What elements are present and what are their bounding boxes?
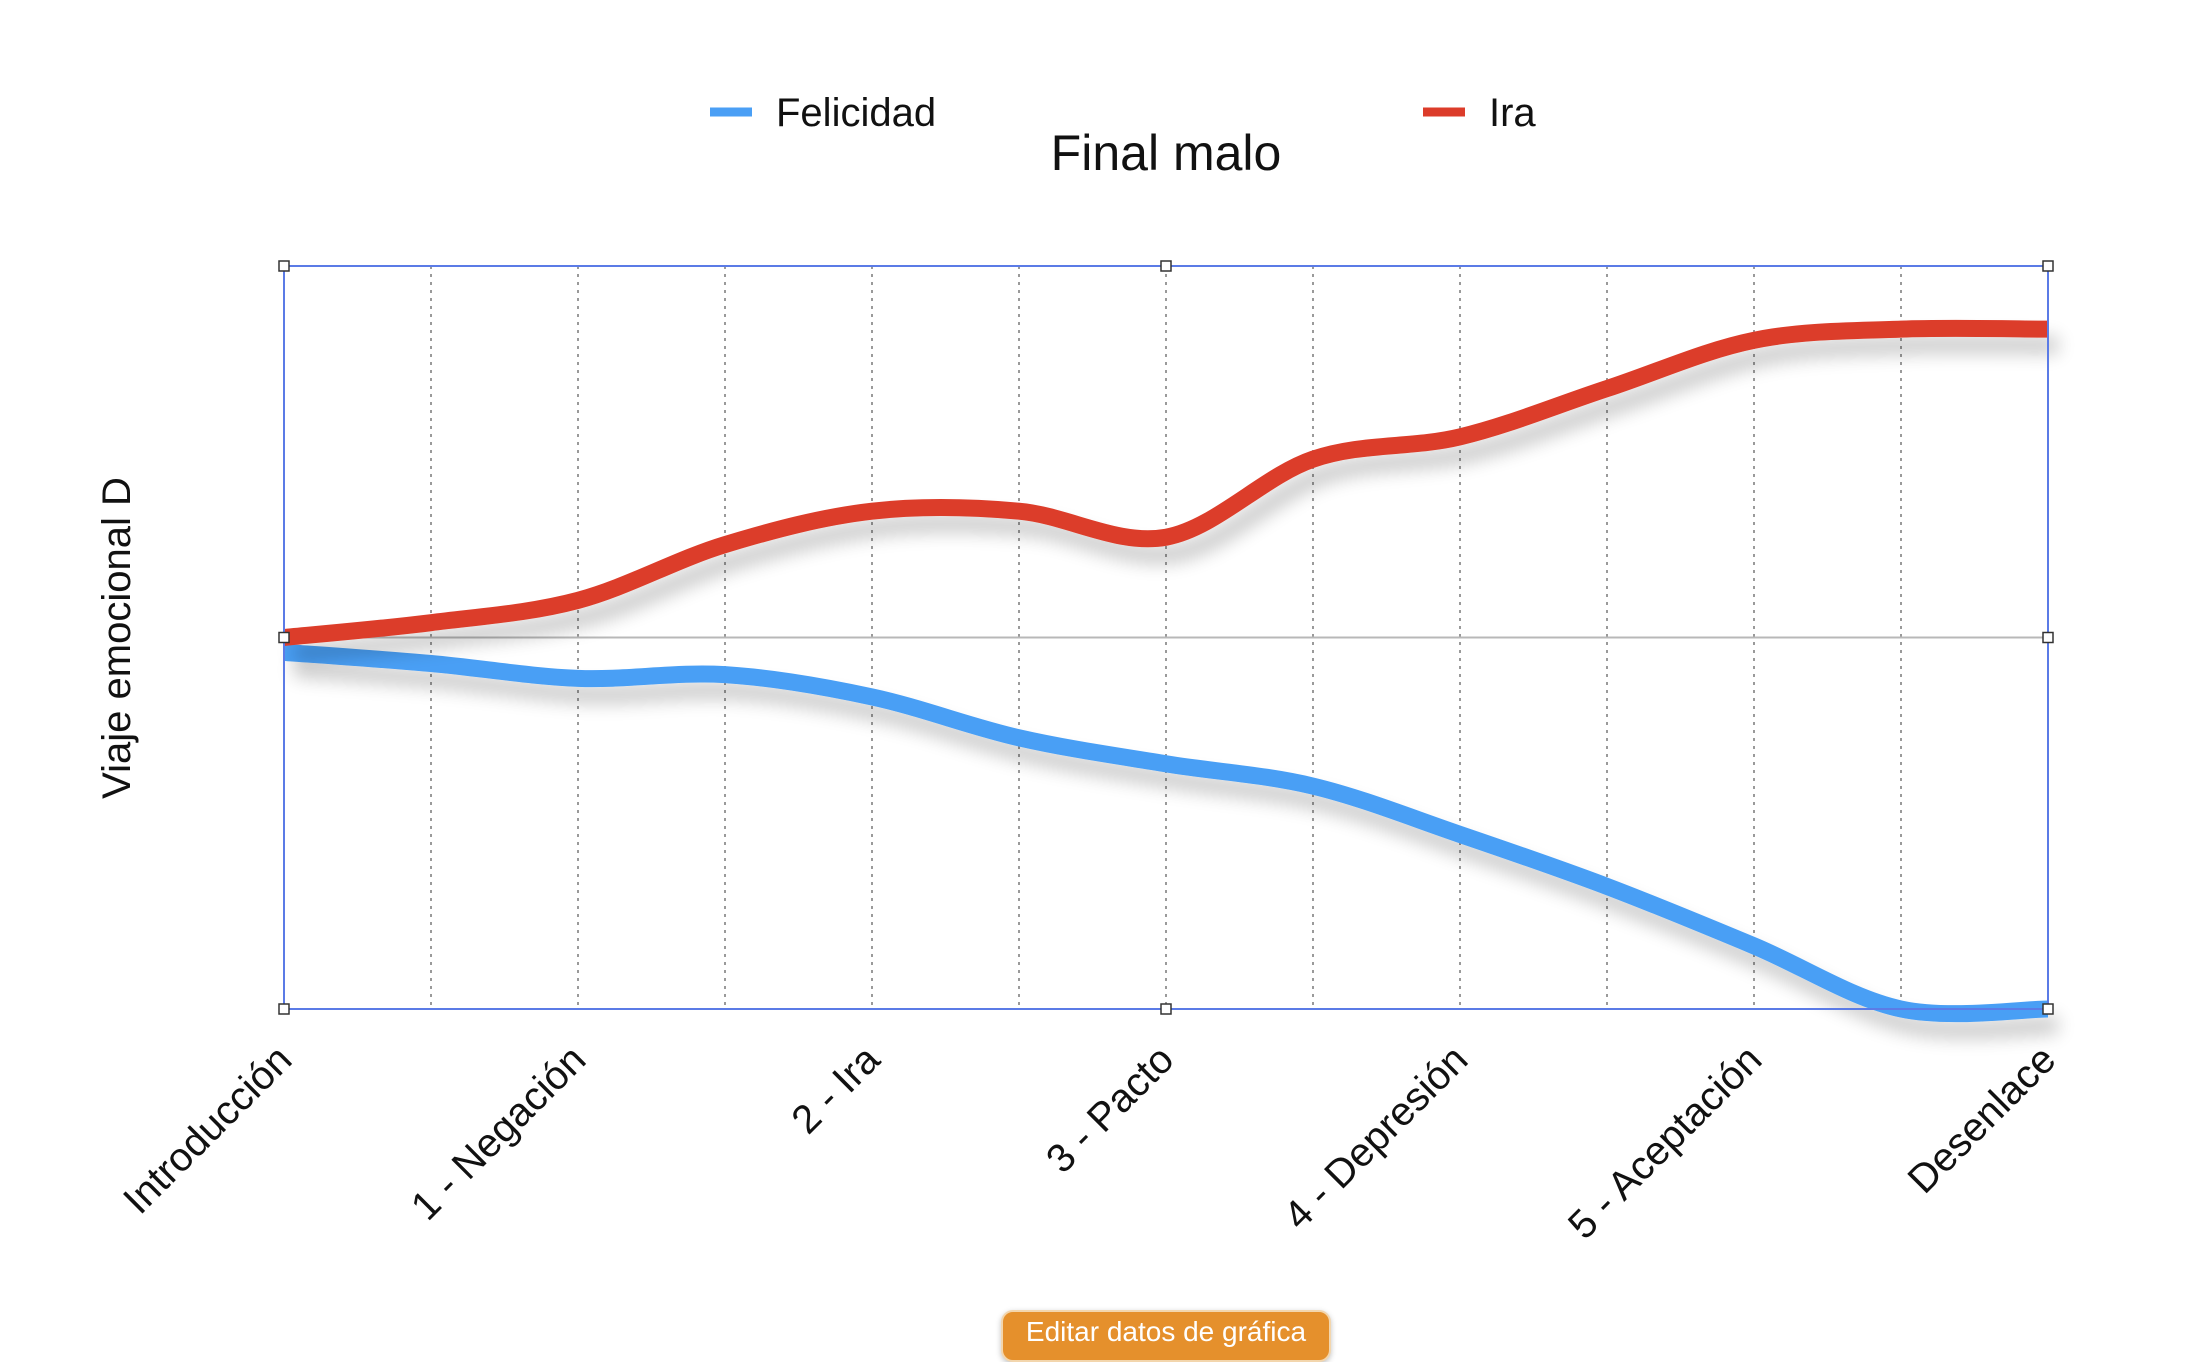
resize-handle[interactable] (2042, 631, 2054, 644)
resize-handle[interactable] (2042, 1003, 2054, 1015)
resize-handle[interactable] (278, 1003, 290, 1015)
selection-layer (278, 260, 2054, 1015)
resize-handle[interactable] (1160, 1003, 1172, 1015)
legend-label: Ira (1489, 91, 1536, 135)
x-tick-label: 3 - Pacto (1038, 1037, 1182, 1181)
legend-label: Felicidad (776, 91, 936, 135)
x-tick-label: 5 - Aceptación (1560, 1037, 1770, 1247)
legend: Felicidad Ira (710, 91, 1536, 135)
resize-handle[interactable] (278, 631, 290, 644)
line-chart[interactable]: Introducción 1 - Negación 2 - Ira 3 - Pacto… (0, 0, 2198, 1330)
resize-handle[interactable] (278, 260, 290, 272)
x-tick-label: 1 - Negación (403, 1037, 594, 1228)
resize-handle[interactable] (1160, 260, 1172, 272)
x-tick-labels: Introducción 1 - Negación 2 - Ira 3 - Pacto… (115, 1037, 2064, 1248)
x-tick-label: 2 - Ira (783, 1037, 889, 1143)
series-line-ira[interactable] (283, 319, 2049, 646)
x-tick-label: Introducción (115, 1037, 300, 1222)
resize-handle[interactable] (2042, 260, 2054, 272)
chart-title: Final malo (1051, 125, 1282, 181)
edit-chart-data-button[interactable]: Editar datos de gráfica (1001, 1310, 1331, 1362)
x-tick-label: Desenlace (1900, 1037, 2065, 1202)
y-axis-title: Viaje emocional D (95, 477, 139, 799)
series-line-felicidad[interactable] (283, 643, 2049, 1023)
series-layer (283, 319, 2049, 1023)
x-tick-label: 4 - Depresión (1275, 1037, 1476, 1238)
